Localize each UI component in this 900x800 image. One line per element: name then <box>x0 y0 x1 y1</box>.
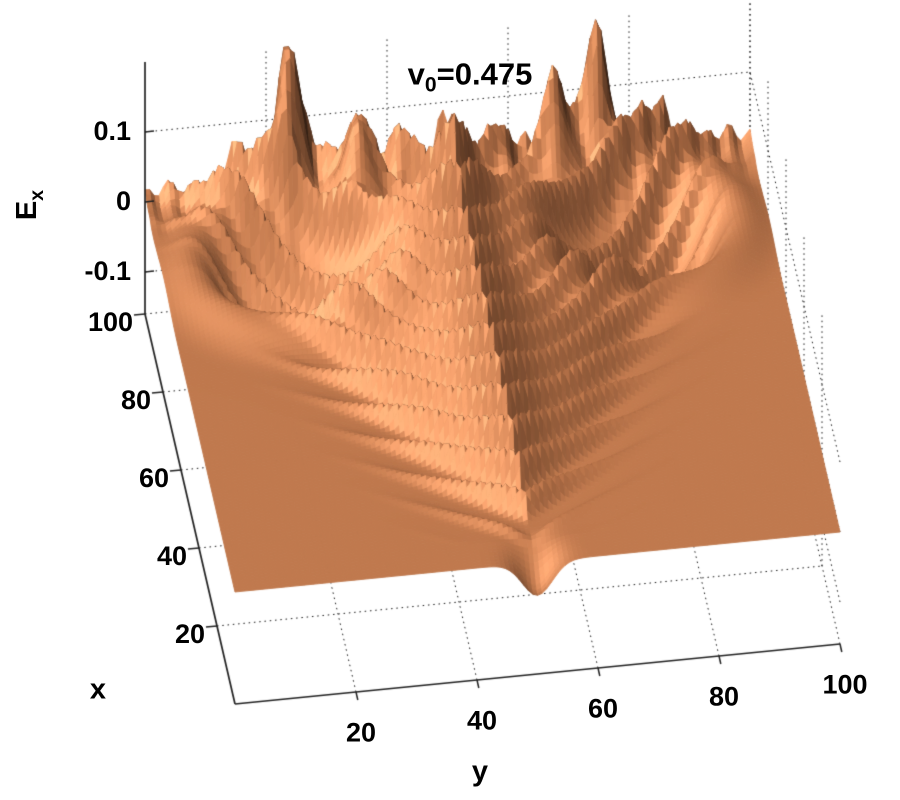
plot-title: v0=0.475 <box>408 56 533 97</box>
plot-title-sub: 0 <box>424 73 437 97</box>
x-tick-label: 60 <box>138 463 169 493</box>
x-tick-label: 80 <box>120 385 151 415</box>
x-axis-label: x <box>89 673 107 706</box>
z-tick-label: 0.1 <box>93 116 131 146</box>
z-tick-label: -0.1 <box>84 256 131 286</box>
z-tick-label: 0 <box>115 186 131 216</box>
y-axis-label: y <box>471 755 489 788</box>
z-axis-label-base: E <box>11 200 44 221</box>
x-tick-label: 100 <box>87 307 133 337</box>
z-axis-label: Ex <box>11 190 49 220</box>
y-tick-label: 100 <box>822 669 868 700</box>
y-tick-label: 20 <box>345 717 377 748</box>
plot-title-base: v <box>407 56 425 92</box>
z-axis-label-sub: x <box>25 189 48 201</box>
x-tick-label: 20 <box>174 619 205 649</box>
plot-title-rest: =0.475 <box>436 56 533 92</box>
y-tick-label: 80 <box>708 681 740 712</box>
x-tick-label: 40 <box>156 541 187 571</box>
y-tick-label: 60 <box>587 693 619 724</box>
y-tick-label: 40 <box>466 705 498 736</box>
